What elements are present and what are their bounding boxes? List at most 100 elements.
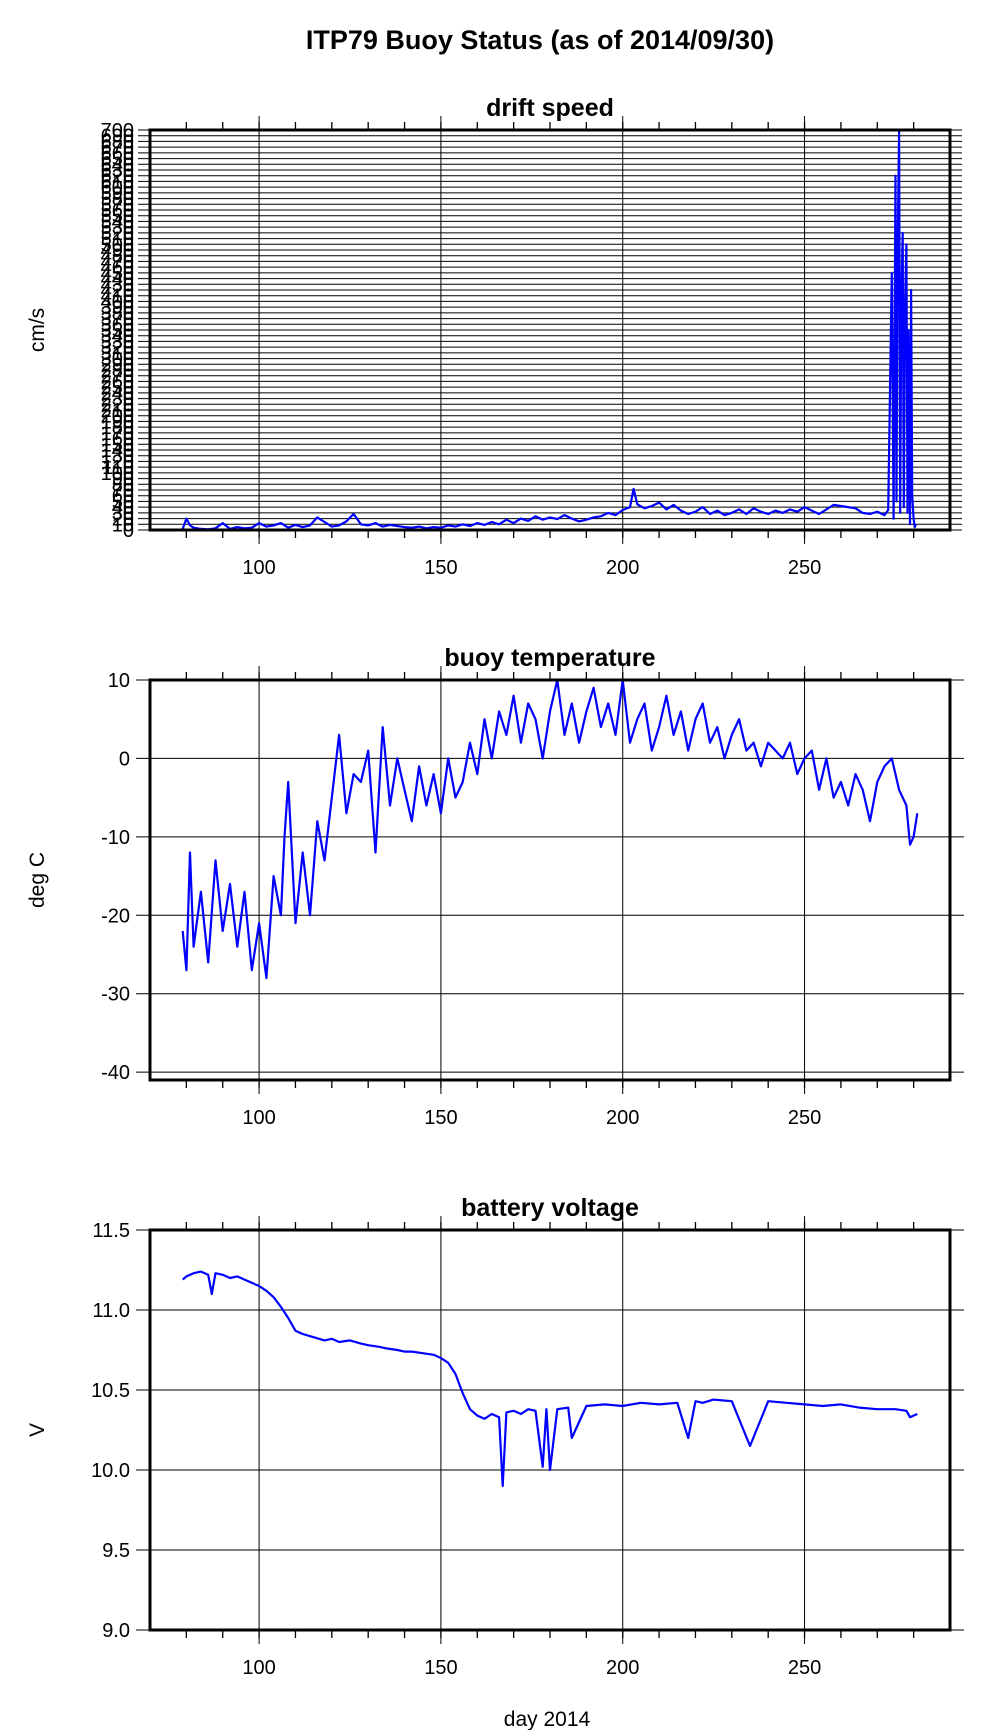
y-tick-label: 470 xyxy=(101,251,134,273)
y-tick-label: 180 xyxy=(101,417,134,439)
y-tick-label: 10 xyxy=(108,670,130,692)
y-tick-label: 610 xyxy=(101,171,134,193)
x-tick-label: 200 xyxy=(606,1107,639,1129)
y-tick-label: 170 xyxy=(101,423,134,445)
y-tick-label: 240 xyxy=(101,383,134,405)
y-tick-label: 700 xyxy=(101,120,134,142)
y-tick-label: 0 xyxy=(123,520,134,542)
y-tick-label: 60 xyxy=(112,486,134,508)
y-tick-label: 420 xyxy=(101,280,134,302)
chart-panel-3: battery voltage V 100 150 200 250 9.0 9.5 10.0 10… xyxy=(26,1194,964,1679)
figure-title: ITP79 Buoy Status (as of 2014/09/30) xyxy=(306,25,774,55)
y-tick-label: 10.5 xyxy=(91,1380,130,1402)
y-tick-label: 230 xyxy=(101,389,134,411)
plot-frame xyxy=(148,1228,952,1632)
y-tick-label: 290 xyxy=(101,354,134,376)
y-tick-label: 650 xyxy=(101,149,134,171)
y-tick-label: 9.0 xyxy=(102,1620,130,1642)
y-tick-label: -30 xyxy=(101,984,130,1006)
y-tick-label: 110 xyxy=(102,457,134,479)
y-tick-label: 690 xyxy=(101,126,134,148)
y-tick-label: 490 xyxy=(101,240,134,262)
y-tick-label: 20 xyxy=(112,509,134,531)
y-tick-label: 11.5 xyxy=(93,1220,130,1242)
y-tick-label: 560 xyxy=(101,200,134,222)
data-series-line xyxy=(181,1270,918,1488)
y-tick-label: 300 xyxy=(101,349,134,371)
y-tick-label: 630 xyxy=(101,160,134,182)
y-tick-label: 270 xyxy=(101,366,134,388)
y-tick-label: 10.0 xyxy=(91,1460,130,1482)
y-tick-label: 580 xyxy=(101,189,134,211)
y-tick-label: 400 xyxy=(101,291,134,313)
panel-title: buoy temperature xyxy=(444,644,655,672)
y-tick-label: 390 xyxy=(101,297,134,319)
y-tick-label: 90 xyxy=(112,469,134,491)
plot-frame xyxy=(148,678,952,1082)
y-tick-label: 410 xyxy=(101,286,134,308)
y-tick-label: 380 xyxy=(101,303,134,325)
y-axis-label: cm/s xyxy=(26,308,49,352)
y-tick-label: 640 xyxy=(101,154,134,176)
y-tick-label: 480 xyxy=(101,246,134,268)
x-tick-label: 250 xyxy=(788,1107,821,1129)
y-tick-label: 9.5 xyxy=(102,1540,130,1562)
y-tick-label: 160 xyxy=(101,429,134,451)
x-axis-label: day 2014 xyxy=(504,1708,591,1730)
y-tick-label: 280 xyxy=(101,360,134,382)
y-tick-label: 370 xyxy=(101,309,134,331)
y-tick-label: 30 xyxy=(112,503,134,525)
y-tick-label: 80 xyxy=(112,474,134,496)
panel-title: battery voltage xyxy=(461,1194,639,1222)
y-tick-label: -10 xyxy=(101,827,130,849)
y-tick-label: 70 xyxy=(112,480,134,502)
x-tick-label: 250 xyxy=(788,557,821,579)
y-tick-label: 0 xyxy=(119,748,130,770)
y-tick-label: 550 xyxy=(101,206,134,228)
y-tick-label: 430 xyxy=(101,274,134,296)
y-tick-label: 350 xyxy=(101,320,134,342)
y-tick-label: 590 xyxy=(101,183,134,205)
x-tick-label: 100 xyxy=(242,1657,275,1679)
y-tick-label: 510 xyxy=(101,229,134,251)
y-tick-label: 40 xyxy=(112,497,134,519)
y-tick-label: 340 xyxy=(101,326,134,348)
y-tick-label: 200 xyxy=(101,406,134,428)
y-tick-label: 460 xyxy=(101,257,134,279)
y-tick-label: 620 xyxy=(101,166,134,188)
y-tick-label: 220 xyxy=(101,394,134,416)
x-tick-label: 150 xyxy=(424,1657,457,1679)
x-tick-label: 200 xyxy=(606,1657,639,1679)
x-tick-label: 100 xyxy=(242,557,275,579)
x-tick-label: 200 xyxy=(606,557,639,579)
data-series-line xyxy=(181,128,917,531)
x-tick-label: 150 xyxy=(424,1107,457,1129)
y-tick-label: 530 xyxy=(101,217,134,239)
y-tick-label: 600 xyxy=(101,177,134,199)
y-tick-label: -20 xyxy=(101,905,130,927)
data-series-line xyxy=(181,678,919,980)
y-tick-label: 330 xyxy=(101,331,134,353)
y-tick-label: 140 xyxy=(101,440,134,462)
y-tick-label: 100 xyxy=(101,463,134,485)
y-axis-label: V xyxy=(26,1423,49,1437)
x-tick-label: 250 xyxy=(788,1657,821,1679)
x-tick-label: 100 xyxy=(242,1107,275,1129)
y-tick-label: 540 xyxy=(101,211,134,233)
y-tick-label: 660 xyxy=(101,143,134,165)
y-tick-label: 310 xyxy=(101,343,134,365)
y-tick-label: 260 xyxy=(101,371,134,393)
x-tick-label: 150 xyxy=(424,557,457,579)
y-tick-label: 150 xyxy=(101,434,134,456)
y-tick-label: 11.0 xyxy=(93,1300,130,1322)
panel-title: drift speed xyxy=(486,94,614,122)
y-tick-label: 210 xyxy=(101,400,134,422)
y-tick-label: 440 xyxy=(101,269,134,291)
y-tick-label: 520 xyxy=(101,223,134,245)
y-tick-label: 130 xyxy=(101,446,134,468)
y-tick-label: 670 xyxy=(101,137,134,159)
